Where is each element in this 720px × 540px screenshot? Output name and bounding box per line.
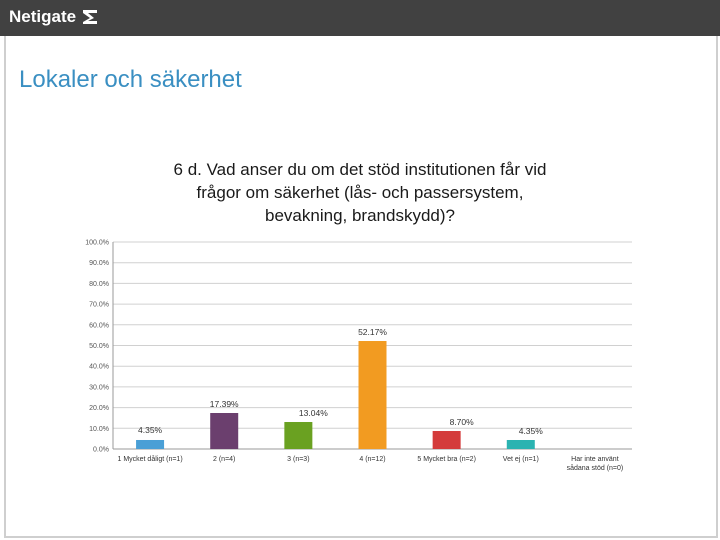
y-tick-label: 100.0% — [85, 240, 109, 247]
data-label: 13.04% — [299, 408, 328, 418]
bar — [432, 430, 461, 449]
netigate-logo[interactable]: Netigate — [9, 7, 98, 27]
bar — [358, 341, 387, 449]
y-tick-label: 90.0% — [89, 260, 109, 267]
bar — [136, 439, 165, 449]
data-label: 8.70% — [450, 417, 475, 427]
chart-title-line: 6 d. Vad anser du om det stöd institutio… — [173, 160, 547, 179]
bar — [506, 439, 535, 449]
y-tick-label: 10.0% — [89, 426, 109, 433]
logo-text: Netigate — [9, 7, 77, 26]
chart-title: 6 d. Vad anser du om det stöd institutio… — [130, 158, 590, 227]
bar — [284, 422, 313, 449]
x-tick-label: 4 (n=12) — [359, 456, 385, 463]
x-tick-label: sådana stöd (n=0) — [567, 464, 624, 472]
bar — [210, 413, 239, 449]
chart-title-line: bevakning, brandskydd)? — [265, 206, 455, 225]
x-tick-label: 2 (n=4) — [213, 456, 235, 463]
data-label: 4.35% — [138, 425, 163, 435]
y-tick-label: 0.0% — [93, 447, 109, 454]
y-tick-label: 70.0% — [89, 302, 109, 309]
netigate-mark-icon — [83, 10, 98, 24]
y-tick-label: 30.0% — [89, 384, 109, 391]
y-tick-label: 50.0% — [89, 343, 109, 350]
y-tick-label: 60.0% — [89, 322, 109, 329]
x-tick-label: Vet ej (n=1) — [503, 456, 539, 463]
data-label: 52.17% — [358, 327, 387, 337]
y-tick-label: 40.0% — [89, 364, 109, 371]
x-tick-label: Har inte använt — [571, 456, 619, 463]
data-label: 17.39% — [210, 399, 239, 409]
data-label: 4.35% — [519, 426, 544, 436]
top-bar: Netigate — [0, 0, 720, 36]
x-tick-label: 1 Mycket dåligt (n=1) — [117, 455, 182, 463]
page-title: Lokaler och säkerhet — [19, 66, 242, 93]
slide-frame — [4, 36, 718, 538]
y-tick-label: 20.0% — [89, 405, 109, 412]
x-tick-label: 3 (n=3) — [287, 456, 309, 463]
x-tick-label: 5 Mycket bra (n=2) — [417, 456, 476, 463]
y-tick-label: 80.0% — [89, 281, 109, 288]
chart-title-line: frågor om säkerhet (lås- och passersyste… — [196, 183, 524, 202]
